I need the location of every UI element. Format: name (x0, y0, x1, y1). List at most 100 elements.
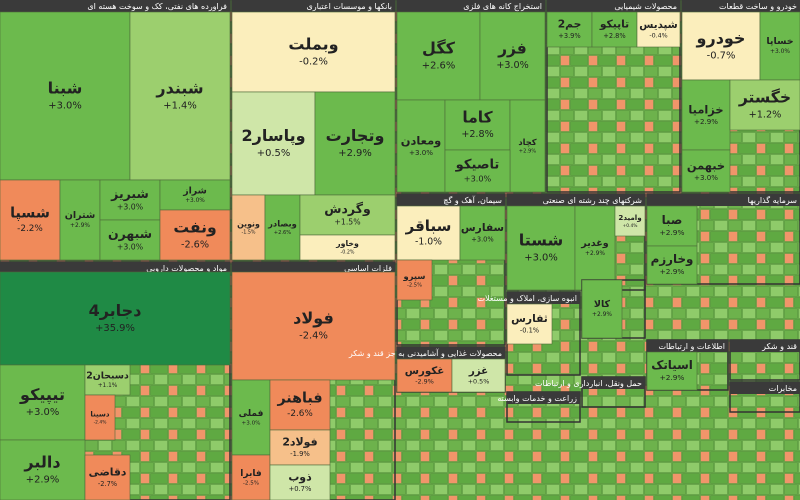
stock-tile (84, 394, 116, 441)
stock-name: ونفت (173, 218, 216, 236)
stock-tile (646, 351, 698, 391)
sector-header (730, 340, 800, 352)
sector-title: سرمایه گذاریها (748, 195, 798, 205)
stock-tile (759, 11, 800, 81)
sector-header (397, 194, 505, 206)
sector-title: اطلاعات و ارتباطات (658, 342, 725, 351)
stock-change: -0.7% (707, 51, 736, 62)
stock-tile (681, 149, 731, 193)
stock-change: +35.9% (95, 323, 135, 334)
stock-change: +3.0% (117, 243, 143, 252)
stock-change: +2.9% (660, 267, 685, 276)
stock-name: خزامیا (688, 102, 723, 116)
stock-tile (546, 11, 593, 48)
stock-name: دالبر (23, 452, 60, 471)
stock-change: +2.9% (70, 223, 90, 229)
stock-name: خبهمن (687, 158, 725, 172)
stock-change: -2.7% (98, 480, 117, 488)
sector-title: زراعت و خدمات وابسته (497, 394, 577, 403)
stock-tile (299, 234, 396, 261)
stock-name: تاپیکو (599, 18, 629, 31)
stock-name: دسینا (90, 409, 109, 418)
stock-change: +2.8% (603, 32, 625, 40)
stock-name: دجابر4 (89, 301, 142, 320)
stock-change: +3.0% (464, 173, 492, 183)
stock-name: وگردش (324, 201, 370, 216)
stock-tile (509, 99, 546, 193)
stock-name: غکورس (405, 365, 445, 377)
stock-name: شپدیس (639, 20, 677, 31)
stock-change: +2.9% (26, 475, 59, 486)
stock-name: وخارزم (651, 252, 694, 267)
stock-change: -1.5% (241, 230, 255, 236)
stock-change: +3.0% (524, 253, 557, 264)
stock-tile (314, 91, 396, 196)
sector-title: خودرو و ساخت قطعات (719, 2, 797, 11)
sector-header (647, 340, 728, 352)
stock-name: تیپیکو (19, 385, 65, 405)
stock-name: صبا (662, 213, 683, 227)
sector-title: انبوه سازی، املاک و مستغلات (477, 294, 577, 303)
stock-name: خودرو (696, 28, 746, 47)
stock-tile (159, 209, 231, 261)
sector-title: فلزات اساسی (344, 264, 392, 273)
stock-change: -0.2% (340, 250, 354, 256)
stock-tile (59, 179, 101, 261)
stock-name: وغدیر (580, 238, 608, 249)
stock-tile (614, 205, 646, 237)
stock-change: +3.0% (770, 49, 790, 55)
stock-tile (591, 11, 638, 48)
stock-tile (299, 194, 396, 236)
stock-name: ذوب (288, 471, 312, 484)
stock-change: +2.9% (338, 148, 371, 159)
stock-tile (506, 303, 553, 345)
stock-tile (269, 429, 331, 466)
stock-name: خساپا (766, 36, 793, 47)
stock-change: -2.6% (181, 239, 209, 250)
stock-tile (0, 271, 231, 366)
stock-tile (396, 358, 453, 393)
stock-name: اسیاتک (651, 358, 693, 372)
sector-title: سیمان، آهک و گچ (443, 195, 502, 205)
stock-change: -2.2% (17, 224, 43, 234)
sector-header (582, 377, 645, 389)
stock-change: +3.0% (409, 148, 433, 157)
stock-tile (396, 11, 481, 101)
stock-tile (646, 205, 698, 247)
stock-change: +3.9% (558, 32, 580, 40)
stock-tile (506, 205, 576, 291)
sector-title: حمل ونقل، انبارداری و ارتباطات (535, 379, 642, 388)
stock-change: +1.1% (98, 383, 118, 389)
sector-header (547, 0, 680, 12)
stock-change: +0.5% (468, 378, 490, 386)
stock-name: کاما (462, 109, 492, 127)
stock-change: +2.6% (422, 61, 455, 72)
stock-change: +2.9% (592, 312, 612, 318)
stock-name: دسبحان2 (86, 370, 129, 381)
stock-name: سفارس (461, 221, 504, 234)
sector-title: محصولات غذایی و آشامیدنی به جز قند و شکر (348, 348, 502, 358)
sector-header (507, 194, 645, 206)
sector-header (0, 262, 230, 274)
stock-change: -2.5% (407, 283, 422, 289)
stock-change: +2.9% (660, 228, 685, 237)
stock-name: شبهرن (108, 226, 152, 241)
stock-change: +3.0% (471, 235, 493, 243)
sector-box (546, 0, 681, 193)
stock-tile (646, 245, 698, 285)
stock-tile (84, 454, 131, 500)
sector-title: استخراج کانه های فلزی (463, 2, 542, 11)
stock-name: شبندر (155, 78, 203, 97)
stock-name: سپرو (403, 271, 426, 282)
stock-change: +3.0% (48, 101, 81, 112)
stock-change: +0.4% (623, 223, 638, 229)
stock-tile (396, 205, 461, 261)
stock-tile (269, 464, 331, 500)
stock-name: کچاد (518, 137, 536, 147)
stock-tile (231, 11, 396, 93)
stock-change: +0.7% (289, 485, 312, 493)
stock-change: -2.9% (415, 378, 434, 386)
sector-title: فراورده های نفتی، کک و سوخت هسته ای (87, 2, 227, 11)
